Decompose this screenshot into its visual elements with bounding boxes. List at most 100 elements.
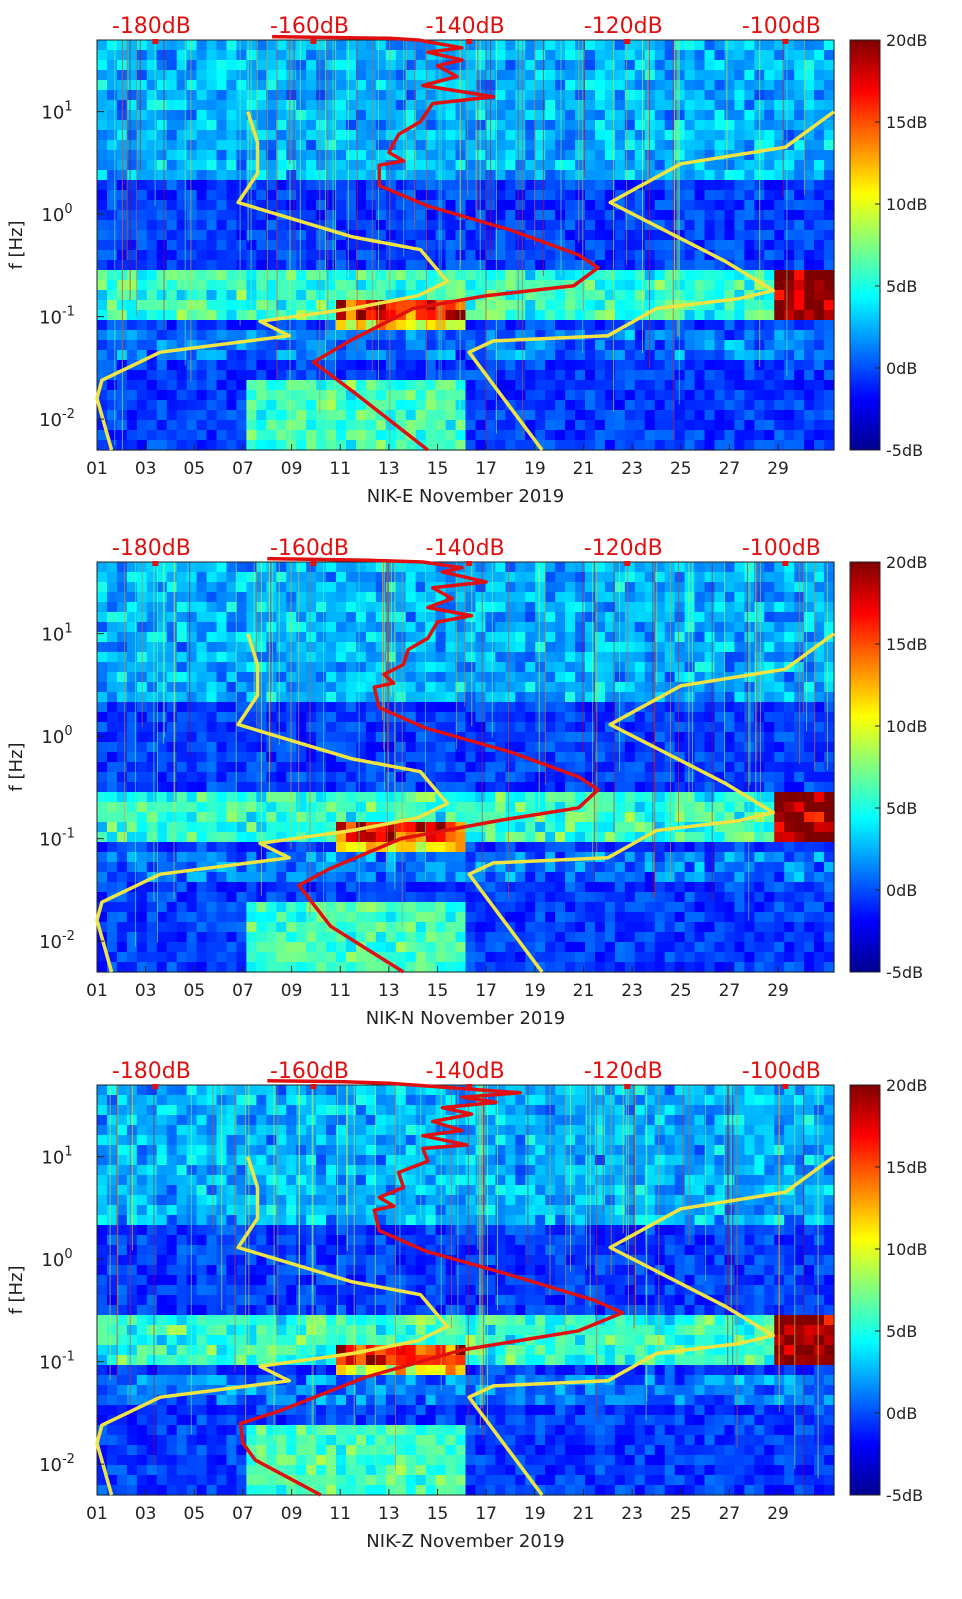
- heatmap-cell: [784, 190, 795, 201]
- heatmap-cell: [176, 340, 188, 351]
- heatmap-cell: [266, 602, 277, 613]
- heatmap-cell: [395, 100, 407, 111]
- heatmap-cell: [734, 50, 745, 61]
- heatmap-cell: [206, 440, 218, 451]
- heatmap-cell: [465, 410, 477, 421]
- heatmap-cell: [814, 170, 825, 181]
- heatmap-cell: [824, 290, 835, 301]
- heatmap-cell: [176, 430, 188, 441]
- heatmap-cell: [425, 150, 437, 161]
- heatmap-cell: [326, 672, 337, 683]
- heatmap-cell: [644, 400, 656, 411]
- heatmap-cell: [555, 270, 566, 281]
- heatmap-cell: [326, 110, 337, 121]
- heatmap-cell: [435, 612, 447, 623]
- heatmap-cell: [575, 240, 586, 251]
- heatmap-cell: [445, 280, 457, 291]
- heatmap-cell: [614, 792, 626, 803]
- heatmap-cell: [804, 742, 815, 753]
- heatmap-cell: [475, 430, 487, 441]
- heatmap-cell: [306, 642, 317, 653]
- heatmap-cell: [306, 130, 317, 141]
- heatmap-cell: [575, 40, 586, 51]
- heatmap-cell: [585, 410, 596, 421]
- heatmap-cell: [704, 270, 716, 281]
- heatmap-cell: [734, 230, 745, 241]
- heatmap-cell: [336, 582, 347, 593]
- heatmap-cell: [674, 240, 686, 251]
- heatmap-cell: [624, 400, 636, 411]
- heatmap-cell: [186, 612, 198, 623]
- heatmap-cell: [814, 210, 825, 221]
- heatmap-cell: [624, 260, 636, 271]
- heatmap-cell: [624, 180, 636, 191]
- heatmap-cell: [495, 280, 506, 291]
- heatmap-cell: [306, 380, 317, 391]
- heatmap-cell: [535, 582, 546, 593]
- heatmap-cell: [296, 300, 307, 311]
- heatmap-cell: [276, 270, 287, 281]
- heatmap-cell: [236, 752, 247, 763]
- heatmap-cell: [475, 692, 487, 703]
- heatmap-cell: [186, 722, 198, 733]
- heatmap-cell: [146, 340, 158, 351]
- heatmap-cell: [634, 140, 646, 151]
- heatmap-cell: [794, 240, 805, 251]
- heatmap-cell: [754, 672, 765, 683]
- heatmap-cell: [256, 120, 267, 131]
- heatmap-cell: [226, 60, 238, 71]
- heatmap-cell: [146, 190, 158, 201]
- heatmap-cell: [375, 220, 387, 231]
- heatmap-cell: [824, 320, 835, 331]
- heatmap-cell: [555, 140, 566, 151]
- heatmap-cell: [694, 160, 706, 171]
- heatmap-cell: [814, 722, 825, 733]
- heatmap-cell: [734, 662, 745, 673]
- heatmap-cell: [455, 410, 467, 421]
- heatmap-cell: [166, 320, 178, 331]
- heatmap-cell: [206, 370, 218, 381]
- heatmap-cell: [395, 120, 407, 131]
- heatmap-cell: [405, 802, 417, 813]
- heatmap-cell: [385, 320, 397, 331]
- heatmap-cell: [784, 170, 795, 181]
- heatmap-cell: [206, 742, 218, 753]
- heatmap-cell: [97, 250, 108, 261]
- heatmap-cell: [106, 170, 118, 181]
- heatmap-cell: [226, 140, 238, 151]
- heatmap-cell: [276, 752, 287, 763]
- heatmap-cell: [276, 310, 287, 321]
- heatmap-cell: [475, 762, 487, 773]
- heatmap-cell: [594, 140, 606, 151]
- heatmap-cell: [266, 100, 277, 111]
- heatmap-cell: [246, 702, 257, 713]
- heatmap-cell: [774, 200, 785, 211]
- heatmap-cell: [475, 80, 487, 91]
- heatmap-cell: [276, 772, 287, 783]
- heatmap-cell: [465, 110, 477, 121]
- heatmap-cell: [674, 200, 686, 211]
- heatmap-cell: [774, 702, 785, 713]
- heatmap-cell: [116, 572, 128, 583]
- heatmap-cell: [714, 170, 726, 181]
- heatmap-cell: [614, 220, 626, 231]
- heatmap-cell: [704, 692, 716, 703]
- heatmap-cell: [684, 170, 696, 181]
- heatmap-cell: [365, 210, 377, 221]
- heatmap-cell: [704, 110, 716, 121]
- heatmap-cell: [495, 792, 506, 803]
- heatmap-cell: [455, 420, 467, 431]
- heatmap-cell: [97, 672, 108, 683]
- heatmap-cell: [345, 340, 357, 351]
- heatmap-cell: [764, 652, 775, 663]
- heatmap-cell: [575, 50, 586, 61]
- heatmap-cell: [744, 430, 755, 441]
- heatmap-cell: [256, 380, 267, 391]
- heatmap-cell: [644, 632, 656, 643]
- heatmap-cell: [136, 200, 148, 211]
- heatmap-cell: [784, 370, 795, 381]
- heatmap-cell: [814, 300, 825, 311]
- heatmap-cell: [246, 430, 257, 441]
- heatmap-cell: [385, 782, 397, 793]
- heatmap-cell: [714, 642, 726, 653]
